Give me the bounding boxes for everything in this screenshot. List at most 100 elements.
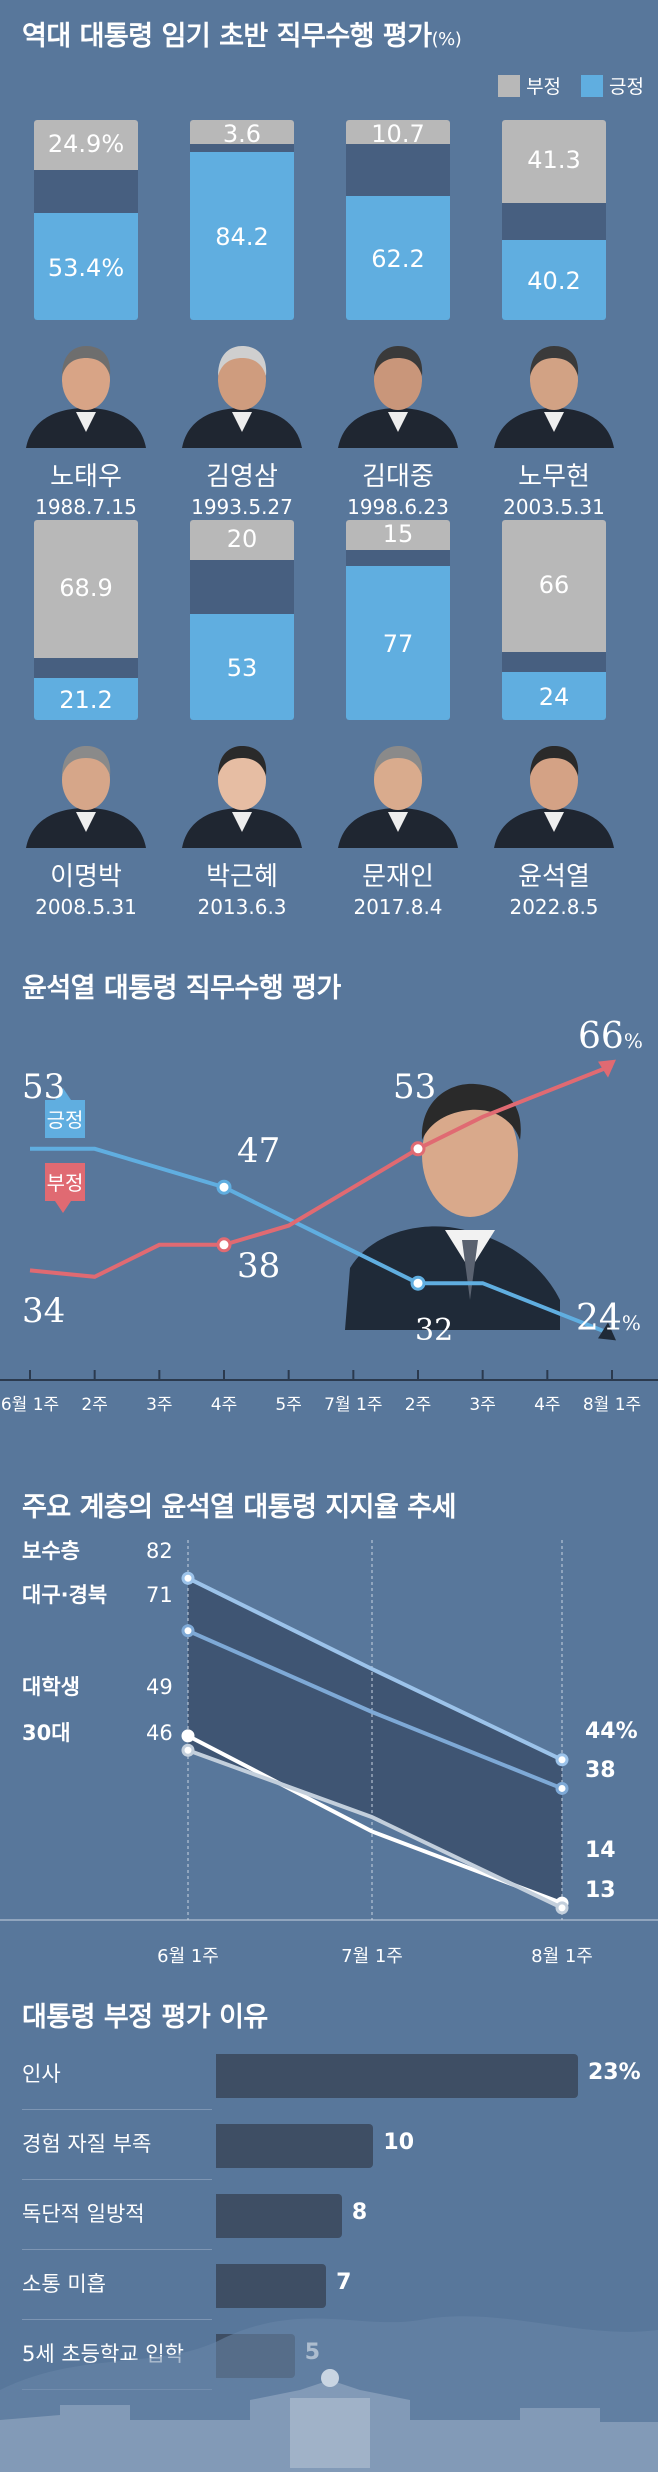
negative-value: 3.6 [222, 120, 262, 148]
positive-value: 84.2 [215, 222, 269, 251]
president-card: 3.6 84.2 김영삼 1993.5.27 [178, 120, 306, 519]
president-name: 문재인 [362, 862, 434, 892]
group-trend-chart: 보수층 대구·경북 대학생 30대 82 71 49 46 44% 38 14 … [0, 1539, 658, 1967]
reason-row: 인사 23% [0, 2040, 658, 2110]
approval-stack-bar: 10.7 62.2 [346, 120, 450, 320]
positive-value: 24 [538, 683, 570, 711]
section3-title: 주요 계층의 윤석열 대통령 지지율 추세 [22, 1492, 456, 1523]
negative-point [216, 1237, 232, 1253]
trend-point [181, 1743, 195, 1757]
president-card: 68.9 21.2 이명박 2008.5.31 [22, 520, 150, 919]
trend-point [555, 1901, 569, 1915]
president-portrait [494, 746, 614, 848]
approval-stack-bar: 41.3 40.2 [502, 120, 606, 320]
president-card: 10.7 62.2 김대중 1998.6.23 [334, 120, 462, 519]
negative-value: 41.3 [527, 146, 581, 175]
section1-title: 역대 대통령 임기 초반 직무수행 평가(%) [22, 21, 462, 52]
president-name: 이명박 [50, 862, 122, 892]
president-date: 1993.5.27 [191, 495, 293, 519]
x-tick-label: 2주 [405, 1395, 431, 1415]
label-pos-start: 53 [22, 1067, 65, 1107]
president-portrait [338, 746, 458, 848]
president-portrait [26, 746, 146, 848]
negative-tag: 부정 [45, 1163, 85, 1213]
negative-line [29, 1063, 613, 1279]
label-neg-start: 34 [22, 1291, 65, 1331]
reason-value: 23% [588, 2060, 641, 2085]
reason-divider [22, 2319, 212, 2320]
group-end-thirties: 13 [585, 1878, 616, 1903]
x-tick-label: 5주 [275, 1395, 301, 1415]
reason-value: 8 [351, 2200, 368, 2225]
positive-value: 53 [226, 654, 258, 682]
president-portrait [26, 346, 146, 448]
trend-line [187, 1748, 563, 1910]
trend-line [187, 1628, 563, 1791]
reason-bar [216, 2264, 327, 2308]
negative-segment [346, 520, 450, 550]
group-label-thirties: 30대 [22, 1721, 71, 1745]
positive-segment [190, 151, 294, 320]
reason-label: 인사 [22, 2062, 61, 2086]
group-start-daegu: 71 [146, 1583, 173, 1607]
negative-segment [34, 520, 138, 658]
reason-label: 소통 미흡 [22, 2272, 106, 2296]
president-name: 노태우 [50, 462, 122, 492]
group-label-daegu: 대구·경북 [22, 1583, 107, 1607]
reason-row: 독단적 일방적 8 [0, 2180, 658, 2250]
trend-point [181, 1624, 195, 1638]
negative-segment [34, 120, 138, 170]
group-end-daegu: 38 [585, 1758, 616, 1783]
president-card: 24.9% 53.4% 노태우 1988.7.15 [22, 120, 150, 519]
trend-point [181, 1571, 195, 1585]
label-pos-end: 24% [576, 1298, 641, 1339]
x-tick-label: 7월 1주 [324, 1395, 382, 1415]
negative-segment [190, 520, 294, 560]
reason-bar [216, 2054, 578, 2098]
x-tick-label: 3주 [469, 1395, 495, 1415]
positive-segment [502, 239, 606, 320]
president-date: 1988.7.15 [35, 495, 137, 519]
positive-tag-label: 긍정 [47, 1108, 84, 1132]
president-name: 김영삼 [206, 462, 278, 492]
reason-value: 10 [383, 2130, 415, 2155]
reason-bar [216, 2124, 374, 2168]
negative-arrowhead [598, 1059, 616, 1078]
legend-negative-swatch [498, 74, 521, 97]
legend-positive-label: 긍정 [609, 76, 644, 98]
positive-point [410, 1275, 426, 1291]
reason-value: 7 [336, 2270, 352, 2295]
president-date: 2017.8.4 [353, 895, 443, 919]
x-tick-label: 4주 [534, 1395, 560, 1415]
section2-title: 윤석열 대통령 직무수행 평가 [22, 973, 341, 1004]
group-label-college: 대학생 [22, 1675, 80, 1699]
trend-point [555, 1781, 569, 1795]
president-date: 2022.8.5 [509, 895, 599, 919]
positive-point [216, 1179, 232, 1195]
president-name: 박근혜 [206, 862, 278, 892]
x-tick-label: 7월 1주 [341, 1946, 403, 1967]
trend-point [555, 1753, 569, 1767]
legend-negative-label: 부정 [526, 76, 562, 98]
approval-stack-bar: 24.9% 53.4% [34, 120, 138, 320]
reason-divider [22, 2109, 212, 2110]
legend-positive: 긍정 [581, 72, 644, 99]
positive-value: 62.2 [371, 244, 425, 273]
x-tick-label: 2주 [81, 1395, 107, 1415]
negative-value: 24.9% [47, 129, 125, 158]
label-neg-mid: 38 [237, 1246, 280, 1286]
label-neg-end: 66% [578, 1016, 643, 1057]
section1-unit: (%) [431, 29, 462, 50]
president-name: 노무현 [518, 462, 590, 492]
president-card: 66 24 윤석열 2022.8.5 [490, 520, 618, 919]
group-end-conservative: 44% [585, 1719, 638, 1744]
label-pos-low: 32 [415, 1313, 453, 1348]
trend-area-fill [188, 1578, 562, 1908]
x-tick-label: 6월 1주 [157, 1946, 219, 1967]
positive-value: 77 [382, 630, 414, 658]
group-end-college: 14 [585, 1838, 616, 1863]
president-date: 2008.5.31 [35, 895, 137, 919]
x-tick-label: 4주 [211, 1395, 237, 1415]
negative-value: 66 [538, 571, 570, 599]
reason-bar [216, 2194, 342, 2238]
